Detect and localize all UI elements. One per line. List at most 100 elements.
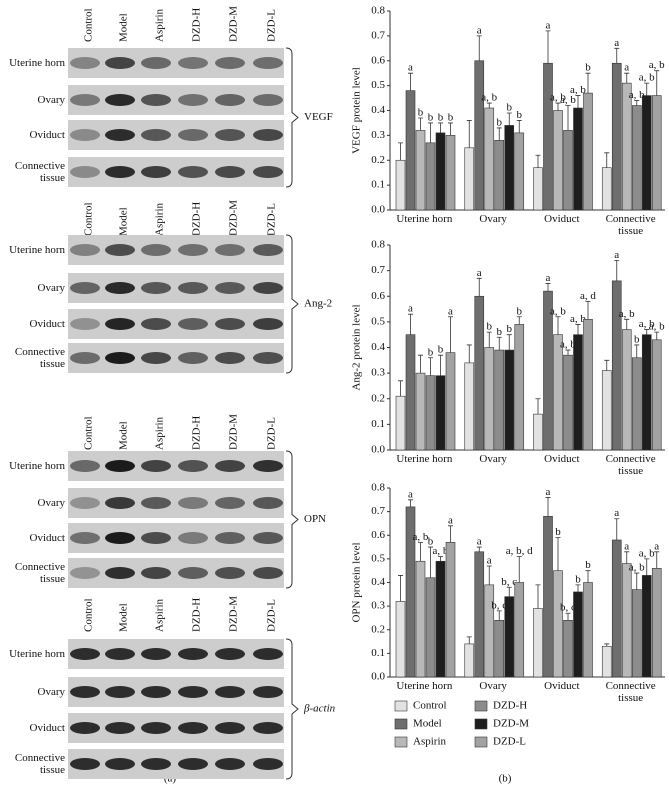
bar <box>631 357 642 451</box>
significance-label: a, b <box>649 59 665 71</box>
lane-label: DZD-M <box>228 6 240 42</box>
y-tick-label: 0.2 <box>371 623 385 635</box>
significance-label: a <box>477 267 482 279</box>
error-bar <box>535 584 541 609</box>
significance-label: b <box>418 106 424 118</box>
blot-band <box>253 129 283 141</box>
lane-label: DZD-M <box>228 414 240 450</box>
bar <box>484 107 495 211</box>
row-label: Uterine horn <box>9 648 65 660</box>
row-label: Uterine horn <box>9 244 65 256</box>
blot-band <box>141 244 171 256</box>
significance-label: b <box>428 111 434 123</box>
blot-band <box>178 497 208 509</box>
legend-label: Aspirin <box>413 736 447 748</box>
error-bar <box>486 102 492 109</box>
bar <box>553 570 563 678</box>
significance-label: b <box>497 326 503 338</box>
lane-label: DZD-H <box>191 598 203 632</box>
bar <box>651 95 662 211</box>
bar <box>641 95 652 211</box>
marker-label: VEGF <box>304 111 333 123</box>
error-bar <box>466 636 472 644</box>
significance-label: b, c <box>491 599 507 611</box>
y-tick-label: 0.7 <box>371 505 385 517</box>
bar <box>474 60 485 211</box>
significance-label: a <box>408 303 413 315</box>
blot-band <box>141 94 171 106</box>
blot-strip <box>68 120 284 150</box>
significance-label: a <box>487 554 492 566</box>
bar <box>435 132 446 211</box>
significance-label: a, b <box>481 92 497 104</box>
blot-band <box>105 722 135 734</box>
lane-label: DZD-H <box>191 8 203 42</box>
bar <box>563 619 573 678</box>
significance-label: b <box>575 573 581 585</box>
bar <box>611 62 622 211</box>
bar <box>601 370 612 451</box>
y-tick-label: 0.3 <box>371 129 385 141</box>
blot-band <box>253 532 283 544</box>
blot-strip <box>68 309 284 339</box>
error-bar <box>555 102 561 111</box>
error-bar <box>418 354 423 374</box>
significance-label: a, b <box>629 89 645 101</box>
error-bar <box>585 570 591 583</box>
blot-strip <box>68 677 284 707</box>
blot-band <box>215 460 245 472</box>
legend-swatch <box>474 718 488 730</box>
y-tick-label: 0.8 <box>371 239 385 251</box>
bar <box>445 135 456 211</box>
error-bar <box>486 331 492 348</box>
significance-label: a <box>448 514 453 526</box>
blot-band <box>178 758 208 770</box>
blot-strip <box>68 451 284 481</box>
bar <box>484 347 495 451</box>
significance-label: b <box>497 116 503 128</box>
row-label: Ovary <box>37 686 66 698</box>
blot-band <box>253 318 283 330</box>
x-tick-label: Uterine horn <box>396 213 453 225</box>
error-bar <box>575 95 581 109</box>
blot-band <box>105 497 135 509</box>
bar <box>651 339 662 451</box>
bar <box>494 140 505 211</box>
error-bar <box>555 316 561 335</box>
significance-label: a <box>477 24 482 36</box>
bracket <box>285 450 299 589</box>
blot-band <box>105 352 135 364</box>
x-tick-label: Uterine horn <box>396 453 453 465</box>
bar <box>573 107 583 211</box>
error-bar <box>496 610 502 621</box>
blot-band <box>253 497 283 509</box>
error-bar <box>428 122 433 143</box>
y-tick-label: 0.4 <box>371 576 385 588</box>
significance-label: a, b <box>550 305 566 317</box>
significance-label: a <box>614 507 619 519</box>
significance-label: a <box>546 272 551 284</box>
significance-label: b <box>585 559 591 571</box>
blot-band <box>105 686 135 698</box>
blot-band <box>105 318 135 330</box>
blot-band <box>70 352 100 364</box>
blot-band <box>70 497 100 509</box>
blot-band <box>70 460 100 472</box>
blot-strip <box>68 713 284 743</box>
error-bar <box>438 556 443 562</box>
blot-band <box>215 282 245 294</box>
row-label: Ovary <box>37 497 66 509</box>
x-tick-label: Connective tissue <box>605 453 656 477</box>
y-tick-label: 0.3 <box>371 600 385 612</box>
blot-band <box>105 166 135 178</box>
significance-label: b <box>507 102 513 114</box>
bar <box>601 645 612 678</box>
significance-label: a, b <box>619 308 635 320</box>
error-bar <box>535 154 541 168</box>
blot-band <box>215 567 245 579</box>
bracket <box>285 638 299 780</box>
x-tick-label: Ovary <box>479 213 507 225</box>
blot-band <box>215 166 245 178</box>
